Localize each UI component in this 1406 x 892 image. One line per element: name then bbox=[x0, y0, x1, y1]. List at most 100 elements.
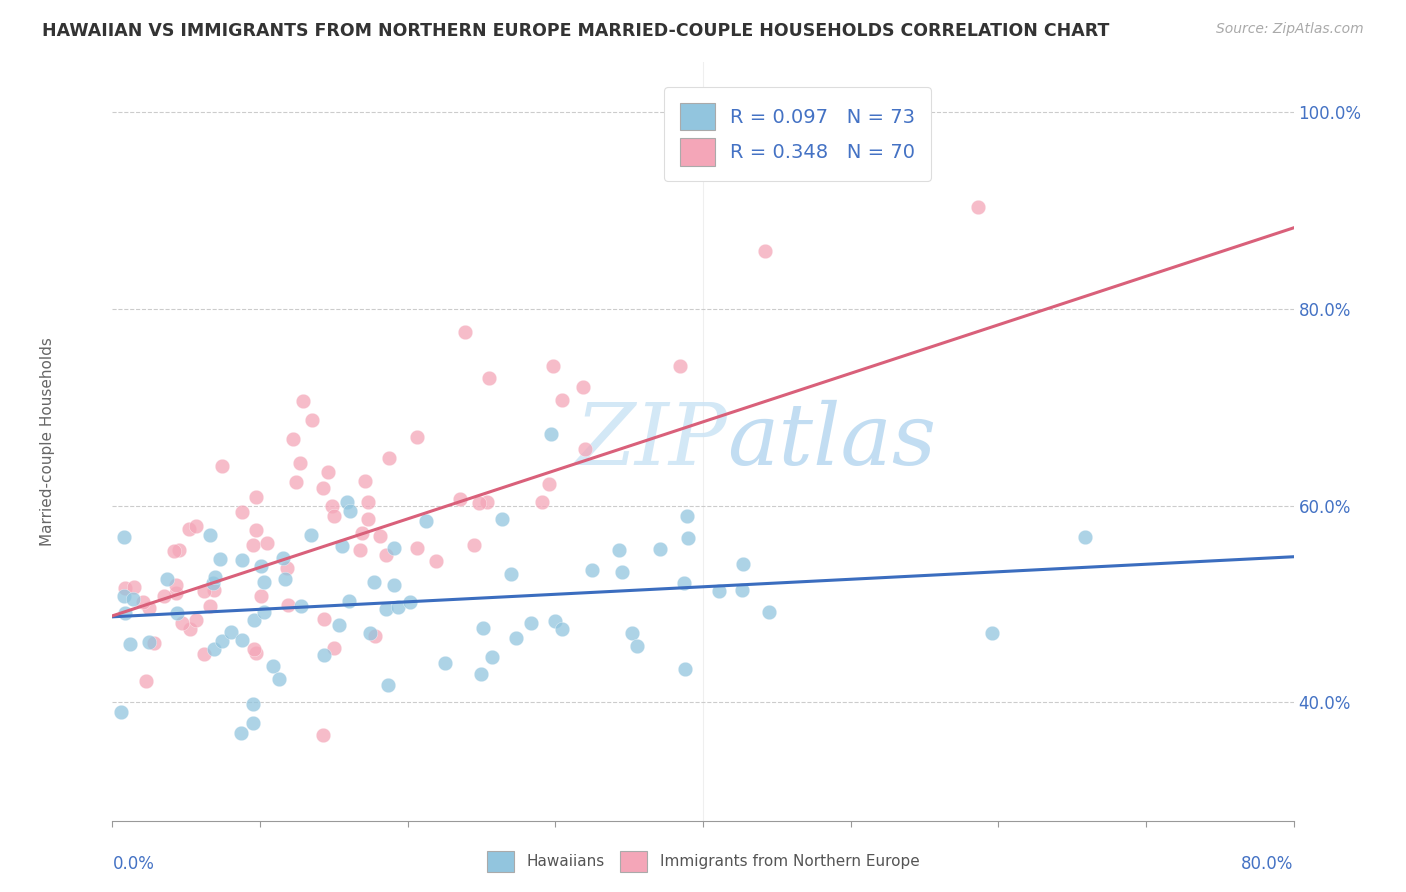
Point bbox=[201, 576, 224, 591]
Point bbox=[114, 606, 136, 620]
Point bbox=[277, 599, 299, 613]
Point bbox=[707, 583, 730, 598]
Point bbox=[676, 509, 699, 524]
Point bbox=[538, 477, 561, 491]
Point bbox=[626, 639, 648, 653]
Point bbox=[731, 583, 754, 598]
Point bbox=[219, 625, 242, 640]
Point bbox=[505, 631, 527, 645]
Point bbox=[114, 530, 136, 544]
Point bbox=[350, 526, 373, 541]
Point bbox=[491, 512, 513, 526]
Point bbox=[356, 495, 378, 509]
Point bbox=[165, 578, 187, 592]
Point bbox=[425, 554, 447, 568]
Point bbox=[581, 563, 603, 577]
Point bbox=[301, 412, 323, 426]
Point bbox=[339, 503, 361, 517]
Point bbox=[620, 625, 643, 640]
Point bbox=[675, 662, 697, 676]
Point bbox=[312, 729, 335, 743]
Point bbox=[118, 637, 141, 651]
Point bbox=[184, 518, 207, 533]
Point bbox=[299, 527, 322, 541]
Point bbox=[112, 589, 135, 603]
Point bbox=[434, 656, 457, 670]
Point bbox=[415, 514, 437, 528]
Point bbox=[179, 622, 201, 636]
Point bbox=[377, 678, 399, 692]
Point bbox=[135, 674, 157, 689]
Point bbox=[359, 626, 381, 640]
Point bbox=[229, 726, 252, 740]
Point bbox=[463, 538, 485, 552]
Point bbox=[519, 616, 541, 631]
Point bbox=[132, 595, 155, 609]
Point bbox=[357, 512, 380, 526]
Point bbox=[179, 522, 201, 536]
Point bbox=[271, 550, 294, 565]
Point bbox=[673, 576, 696, 591]
Point bbox=[311, 481, 333, 495]
Point bbox=[242, 538, 264, 552]
Point bbox=[471, 622, 494, 636]
Point bbox=[540, 426, 562, 441]
Point bbox=[981, 626, 1004, 640]
Point bbox=[267, 672, 290, 686]
Point bbox=[165, 586, 187, 600]
Point bbox=[163, 544, 186, 558]
Point bbox=[276, 560, 298, 574]
Point bbox=[499, 567, 522, 582]
Point bbox=[354, 474, 377, 488]
Point bbox=[572, 380, 595, 394]
Point bbox=[262, 659, 284, 673]
Point bbox=[156, 572, 179, 586]
Point bbox=[650, 542, 672, 557]
Point bbox=[153, 589, 176, 603]
Point bbox=[468, 496, 491, 510]
Point bbox=[405, 541, 427, 556]
Point bbox=[541, 359, 564, 374]
Point bbox=[669, 359, 692, 374]
Point bbox=[478, 370, 501, 384]
Point bbox=[138, 600, 160, 615]
Point bbox=[290, 599, 312, 614]
Text: Married-couple Households: Married-couple Households bbox=[39, 337, 55, 546]
Point bbox=[231, 505, 253, 519]
Point bbox=[387, 599, 409, 614]
Point bbox=[110, 705, 132, 719]
Point bbox=[193, 584, 215, 599]
Point bbox=[242, 715, 264, 730]
Point bbox=[253, 574, 276, 589]
Text: 80.0%: 80.0% bbox=[1241, 855, 1294, 873]
Point bbox=[967, 200, 990, 214]
Point bbox=[363, 629, 385, 643]
Point bbox=[754, 244, 776, 259]
Point bbox=[676, 531, 699, 545]
Point bbox=[312, 648, 335, 662]
Point bbox=[453, 326, 475, 340]
Point bbox=[1074, 530, 1097, 544]
Point bbox=[193, 648, 215, 662]
Point bbox=[610, 565, 633, 579]
Point bbox=[231, 633, 253, 648]
Point bbox=[249, 559, 271, 574]
Point bbox=[312, 612, 335, 626]
Text: atlas: atlas bbox=[727, 401, 936, 483]
Text: 0.0%: 0.0% bbox=[112, 855, 155, 873]
Point bbox=[449, 492, 471, 507]
Point bbox=[200, 528, 222, 542]
Point bbox=[172, 615, 194, 630]
Point bbox=[316, 465, 339, 479]
Point bbox=[285, 475, 308, 489]
Point bbox=[242, 641, 264, 656]
Point bbox=[382, 541, 405, 556]
Point bbox=[470, 667, 492, 681]
Point bbox=[574, 442, 596, 457]
Point bbox=[481, 650, 503, 665]
Point bbox=[202, 642, 225, 657]
Point bbox=[378, 451, 401, 466]
Point bbox=[231, 552, 253, 566]
Point bbox=[253, 605, 276, 619]
Point bbox=[330, 540, 353, 554]
